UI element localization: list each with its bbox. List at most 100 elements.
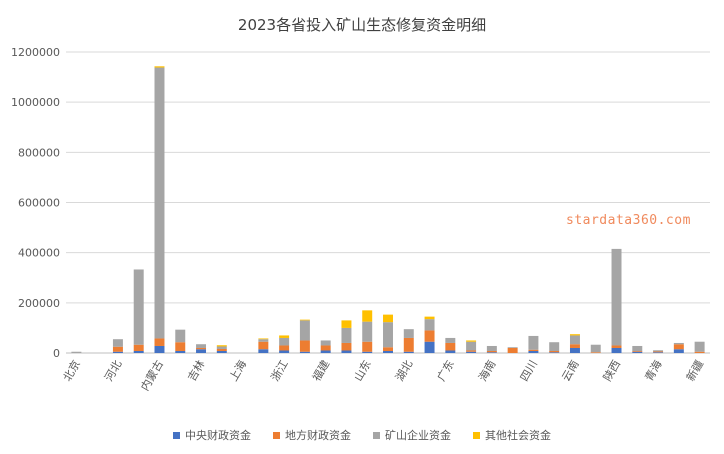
legend-swatch [473,431,480,439]
bar-segment [216,348,227,351]
bar-segment [694,351,705,353]
x-tick-label: 云南 [559,358,581,384]
bar-segment [632,345,643,351]
bar-segment [216,345,227,347]
bar-segment [258,339,269,342]
x-tick-label: 陕西 [600,358,623,384]
bar-segment [486,350,497,353]
legend-swatch [373,431,380,439]
legend-label: 其他社会资金 [485,429,551,442]
bar-segment [175,342,186,351]
bar-segment [445,337,456,343]
bar-segment [154,67,165,339]
x-tick-label: 上海 [226,358,249,384]
chart-title: 2023各省投入矿山生态修复资金明细 [237,16,487,34]
x-tick-label: 新疆 [683,358,706,384]
bar-segment [653,350,664,352]
bar-segment [507,347,518,353]
x-tick-label: 海南 [475,358,498,384]
x-tick-label: 吉林 [185,358,208,384]
bar-segment [133,269,144,345]
bar-segment [258,338,269,340]
bar-segment [590,344,601,353]
x-tick-label: 浙江 [268,358,290,384]
bar-segment [569,347,580,353]
bar-segment [341,320,352,328]
bar-segment [569,344,580,348]
bar-segment [424,316,435,320]
bar-segment [424,341,435,353]
bar-segment [112,346,123,352]
bar-segment [653,352,664,353]
bar-segment [528,350,539,353]
bar-segment [673,349,684,353]
bar-segment [112,351,123,353]
bar-segment [611,347,622,353]
bar-segment [216,346,227,349]
bar-segment [341,350,352,353]
bar-segment [486,352,497,353]
bar-segment [175,329,186,343]
bar-segment [549,352,560,353]
legend-swatch [273,431,280,439]
bar-segment [569,335,580,345]
y-tick-label: 1000000 [11,96,60,109]
x-tick-label: 广东 [435,358,457,384]
y-tick-label: 200000 [18,297,60,310]
bar-segment [154,345,165,353]
bar-segment [424,319,435,331]
legend-item: 其他社会资金 [473,427,551,443]
bar-segment [383,322,393,348]
bar-segment [175,350,186,353]
y-tick-label: 800000 [18,146,60,159]
bar-segment [112,339,123,347]
bar-segment [403,329,414,338]
bar-segment [216,350,227,353]
bar-segment [507,347,518,348]
bar-segment [341,342,352,351]
bar-segment [258,341,269,350]
bar-segment [466,351,477,353]
y-tick-label: 600000 [18,197,60,210]
bar-segment [362,341,373,352]
chart-legend: 中央财政资金 地方财政资金 矿山企业资金 其他社会资金 [0,427,724,443]
bar-segment [673,344,684,350]
bar-segment [71,351,82,353]
bar-segment [299,319,310,321]
y-tick-label: 400000 [18,247,60,260]
bar-segment [341,327,352,343]
bar-segment [299,320,310,341]
watermark-text: stardata360.com [566,213,691,228]
bar-segment [466,350,477,352]
x-tick-label: 四川 [518,358,540,384]
bar-segment [653,351,664,353]
bar-segment [611,248,622,346]
bar-segment [196,349,207,353]
bar-segment [362,310,373,322]
bar-segment [320,350,331,353]
bar-segment [133,350,144,353]
bar-segment [279,335,290,338]
legend-item: 地方财政资金 [273,427,351,443]
legend-label: 中央财政资金 [185,429,251,442]
legend-item: 矿山企业资金 [373,427,451,443]
x-tick-label: 北京 [60,358,83,384]
legend-label: 矿山企业资金 [385,429,451,442]
bar-segment [362,351,373,353]
bar-segment [154,66,165,68]
bar-segment [299,340,310,352]
x-tick-label: 河北 [102,358,124,384]
bar-segment [279,345,290,351]
bar-segment [486,345,497,351]
x-tick-label: 青海 [642,358,665,384]
bar-segment [383,314,393,323]
legend-label: 地方财政资金 [285,429,351,442]
bar-segment [320,340,331,346]
bar-segment [320,345,331,351]
bar-segment [196,347,207,350]
bar-segment [299,351,310,353]
bar-segment [466,340,477,342]
bar-segment [383,350,393,353]
bar-segment [632,350,643,352]
